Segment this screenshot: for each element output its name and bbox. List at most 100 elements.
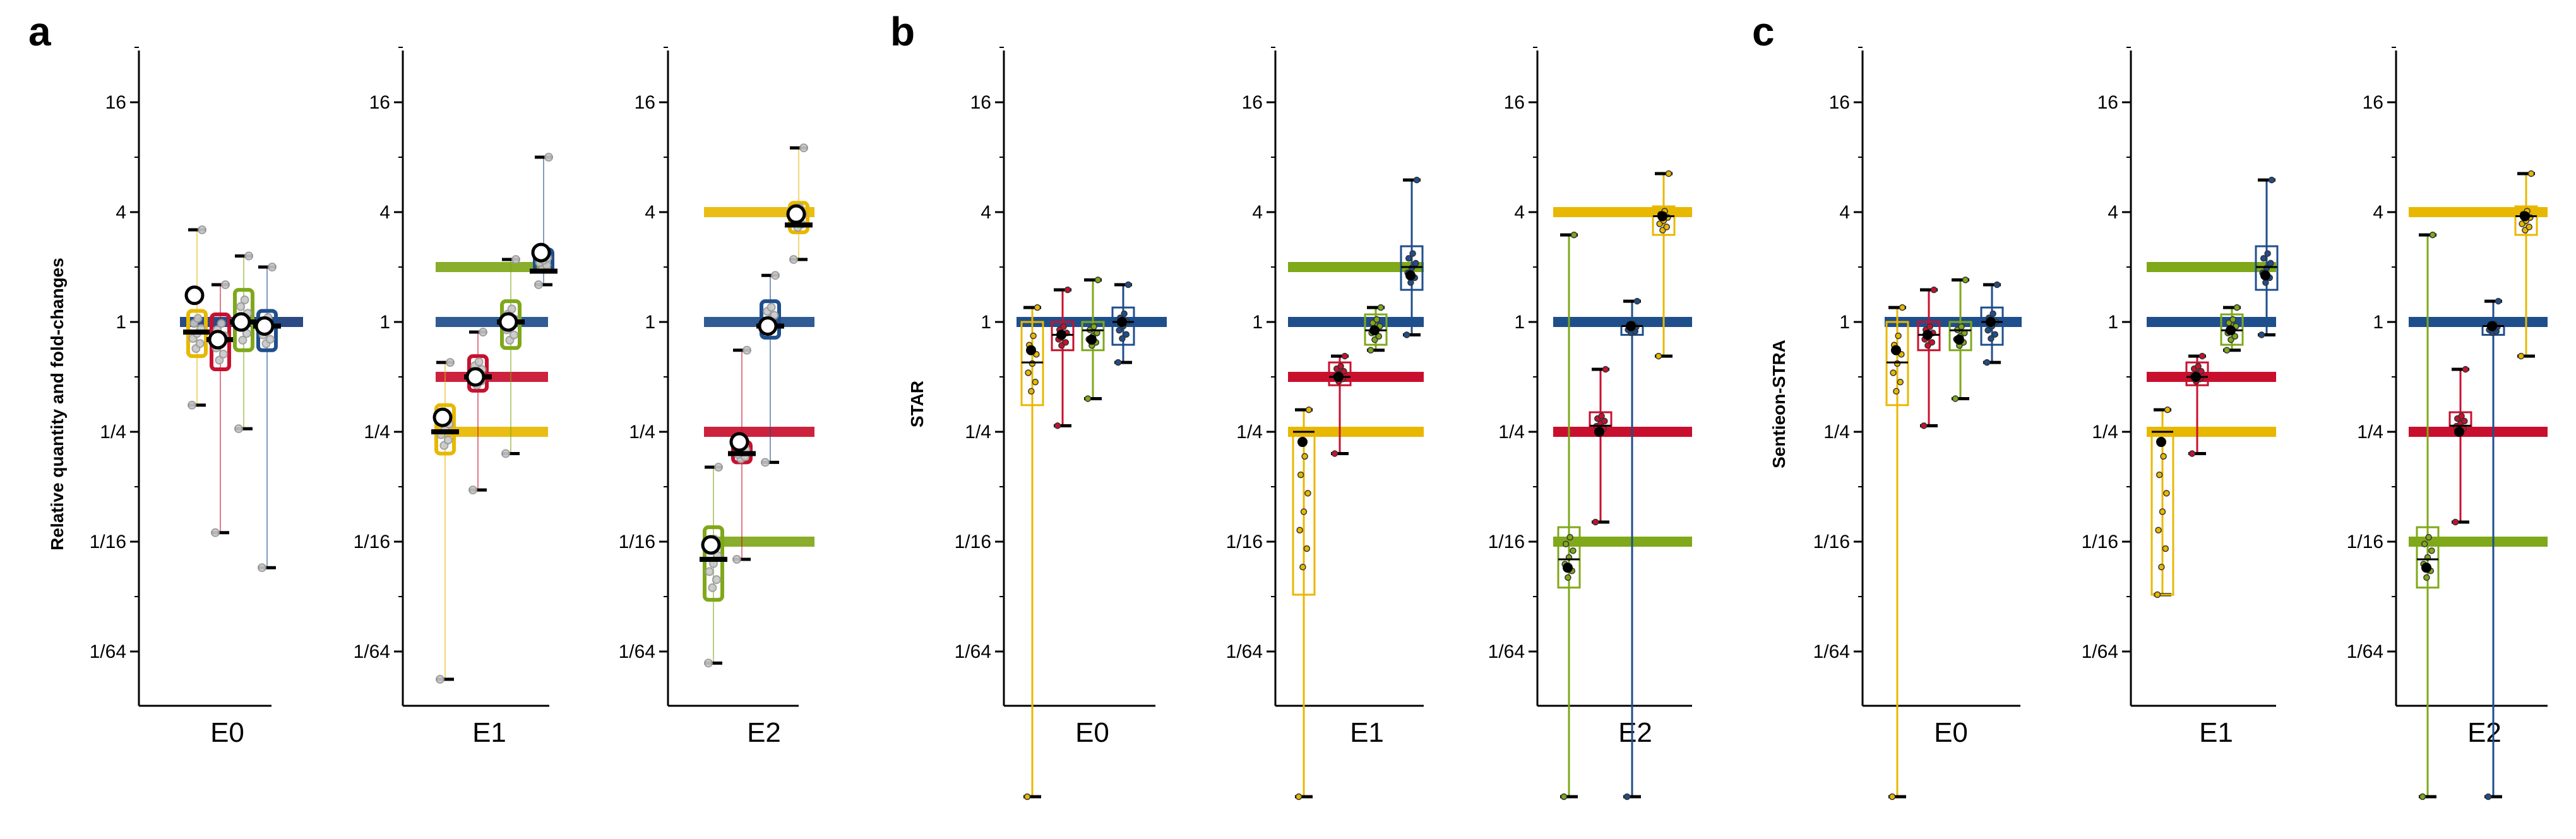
sample-point (1665, 170, 1673, 177)
mean-marker (1117, 317, 1127, 327)
sample-point (732, 555, 741, 564)
sample-point (1034, 304, 1041, 311)
box-blue (1400, 176, 1424, 338)
mean-marker (1369, 325, 1380, 336)
sample-point (436, 675, 444, 684)
sample-point (1655, 352, 1662, 360)
sample-point (1602, 366, 1609, 373)
y-tick-label: 1/16 (90, 532, 126, 552)
box-rect (1652, 205, 1676, 236)
sample-point (244, 251, 253, 261)
mean-marker (2454, 427, 2464, 437)
sample-point (195, 339, 205, 348)
box-red (464, 328, 492, 495)
y-tick-label: 4 (1514, 202, 1525, 223)
box-rect (1557, 526, 1581, 589)
sample-point (2423, 574, 2430, 581)
sample-point (507, 304, 516, 314)
sample-point (1337, 362, 1344, 370)
sample-point (1407, 279, 1414, 286)
sample-point (789, 255, 798, 265)
sample-point (1560, 793, 1568, 800)
group-label-a-e2: E2 (747, 717, 781, 748)
sample-point (2461, 417, 2468, 425)
mean-marker (1891, 345, 1901, 355)
sample-point (1296, 527, 1303, 534)
y-tick-label: 1 (116, 312, 126, 333)
sample-point (1928, 339, 1936, 346)
sample-point (2233, 304, 2241, 311)
sample-point (1299, 563, 1306, 571)
y-tick-label: 16 (635, 92, 655, 113)
box-blue (1980, 281, 2004, 366)
y-tick-label: 16 (2363, 92, 2383, 113)
y-tick-label: 1/4 (1498, 422, 1525, 443)
sample-point (1893, 388, 1900, 395)
sample-point (2268, 176, 2275, 184)
sample-point (1958, 323, 1965, 330)
sample-point (1305, 406, 1313, 414)
sample-point (1025, 369, 1032, 376)
sample-point (511, 255, 520, 265)
y-tick-label: 4 (379, 202, 390, 223)
y-tick-label: 16 (369, 92, 390, 113)
sample-point (1054, 422, 1061, 429)
sample-point (234, 424, 243, 434)
y-tick-label: 1 (1839, 312, 1850, 333)
sample-point (1598, 412, 1605, 420)
sample-point (2195, 362, 2202, 370)
y-tick-label: 1/16 (619, 532, 655, 552)
y-tick-label: 1/4 (2092, 422, 2118, 443)
plot-b-e0: 1/64 1/16 1/4 1 4 16 (955, 47, 1167, 800)
sample-point (2452, 518, 2459, 526)
sample-point (1064, 286, 1071, 294)
y-tick-label: 16 (1829, 92, 1850, 113)
box-blue (253, 263, 281, 573)
y-tick-label: 4 (1839, 202, 1850, 223)
plot-c-e0: 1/64 1/16 1/4 1 4 16 (1813, 47, 2022, 800)
sample-point (2262, 279, 2269, 286)
group-label-c-e2: E2 (2467, 717, 2501, 748)
box-blue (756, 271, 784, 467)
box-rect (1081, 321, 1105, 352)
group-label-a-e1: E1 (472, 717, 506, 748)
mean-marker (2191, 372, 2201, 382)
y-tick-label: 1/64 (2347, 641, 2383, 662)
sample-point (1408, 265, 1416, 271)
sample-point (2260, 254, 2267, 262)
sample-point (1340, 367, 1347, 375)
box-rect (1328, 361, 1352, 386)
sample-point (509, 330, 518, 340)
box-blue (1111, 281, 1135, 366)
box-rect (1948, 321, 1972, 352)
plot-a-e2: 1/64 1/16 1/4 1 4 16 (619, 47, 814, 707)
sample-point (1562, 540, 1570, 547)
mean-marker (758, 316, 778, 336)
sample-point (1926, 323, 1933, 330)
sample-point (705, 567, 714, 576)
sample-point (1888, 793, 1896, 800)
y-tick-label: 4 (981, 202, 991, 223)
mean-marker (729, 432, 749, 452)
sample-point (1984, 326, 1991, 334)
sample-point (265, 335, 275, 344)
sample-point (712, 575, 721, 585)
box-blue (1620, 297, 1644, 800)
y-tick-label: 4 (2108, 202, 2118, 223)
box-green (497, 255, 525, 458)
sample-point (215, 355, 224, 365)
y-tick-label: 1/16 (2347, 532, 2383, 552)
box-red (1917, 286, 1941, 429)
box-rect (2416, 526, 2440, 589)
panel-letter-a: a (28, 9, 51, 54)
sample-point (2155, 527, 2162, 534)
y-tick-label: 1/64 (1813, 641, 1850, 662)
box-rect (2255, 245, 2279, 291)
sample-point (479, 328, 487, 337)
sample-point (2495, 297, 2502, 305)
y-axis-title-a: Relative quantity and fold-changes (47, 258, 67, 550)
y-tick-label: 16 (105, 92, 126, 113)
sample-point (1988, 335, 1995, 342)
sample-point (1962, 277, 1969, 283)
y-tick-label: 1/4 (2357, 422, 2383, 443)
